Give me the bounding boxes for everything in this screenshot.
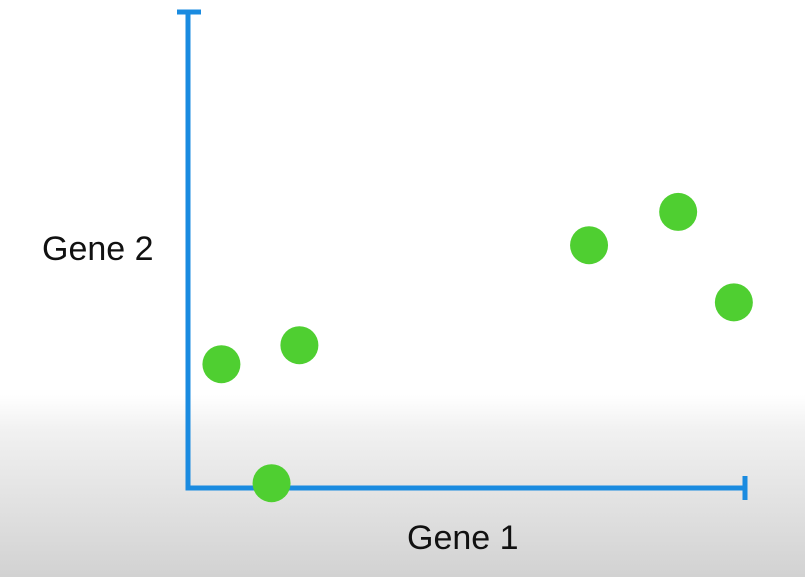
data-point — [714, 283, 753, 322]
data-point — [659, 192, 698, 231]
data-point — [252, 464, 291, 503]
data-point — [280, 326, 319, 365]
x-axis-label: Gene 1 — [407, 519, 519, 557]
y-axis-label: Gene 2 — [42, 230, 154, 268]
data-point — [570, 226, 609, 265]
data-point — [202, 345, 241, 384]
data-points — [202, 192, 753, 503]
axes — [177, 9, 748, 500]
